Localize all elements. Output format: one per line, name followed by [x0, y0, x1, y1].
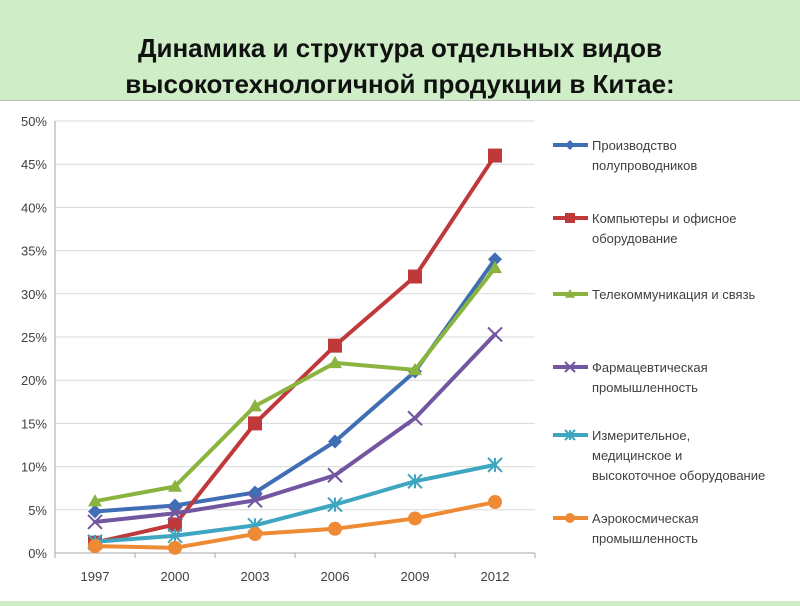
y-tick-label: 50% — [21, 114, 47, 129]
y-tick-label: 35% — [21, 244, 47, 259]
legend-label: полупроводников — [592, 158, 697, 173]
legend-label: Производство — [592, 138, 677, 153]
y-tick-label: 0% — [28, 546, 47, 561]
data-point — [168, 479, 182, 492]
data-point — [488, 148, 502, 163]
y-tick-label: 5% — [28, 503, 47, 518]
series-6 — [88, 495, 502, 555]
data-point — [248, 526, 262, 541]
legend-label: Измерительное, — [592, 428, 690, 443]
y-tick-label: 40% — [21, 200, 47, 215]
series-3 — [88, 260, 502, 507]
data-point — [407, 410, 423, 426]
data-point — [168, 540, 182, 555]
data-point — [408, 269, 422, 284]
legend-item: Компьютеры и офисное оборудование — [553, 211, 736, 246]
x-tick-label: 2009 — [401, 569, 430, 584]
x-tick-label: 2000 — [161, 569, 190, 584]
slide-title-line-2: высокотехнологичной продукции в Китае: — [125, 69, 675, 99]
data-point — [248, 416, 262, 431]
data-point — [328, 434, 342, 449]
y-tick-label: 25% — [21, 330, 47, 345]
slide-title-line-1: Динамика и структура отдельных видов — [137, 33, 663, 63]
legend-label: Телекоммуникация и связь — [592, 287, 756, 302]
data-point — [565, 289, 575, 298]
data-point — [564, 361, 576, 373]
data-point — [88, 504, 102, 519]
data-point — [327, 467, 343, 483]
legend-item: Аэрокосмическая промышленность — [553, 511, 699, 546]
series-5 — [87, 457, 503, 550]
data-point — [565, 140, 575, 150]
series-line — [93, 265, 497, 504]
data-point — [248, 399, 262, 412]
data-point — [167, 528, 183, 544]
data-point — [328, 338, 342, 353]
legend-label: Компьютеры и офисное — [592, 211, 736, 226]
data-point — [488, 495, 502, 510]
data-point — [328, 521, 342, 536]
legend-label: Аэрокосмическая — [592, 511, 699, 526]
x-tick-label: 1997 — [81, 569, 110, 584]
series-line — [93, 153, 497, 545]
data-point — [408, 511, 422, 526]
data-point — [328, 355, 342, 369]
y-tick-label: 20% — [21, 373, 47, 388]
x-tick-label: 2006 — [321, 569, 350, 584]
series-4 — [87, 326, 503, 530]
legend-item: Производство полупроводников — [553, 138, 697, 173]
data-point — [167, 505, 183, 521]
legend-label: промышленность — [592, 531, 698, 546]
legend-label: медицинское и — [592, 448, 682, 463]
data-point — [487, 457, 503, 473]
legend-item: Измерительное, медицинское и высокоточное … — [553, 428, 765, 483]
series-line — [93, 332, 497, 524]
data-point — [327, 496, 343, 513]
legend-label: оборудование — [592, 231, 678, 246]
x-tick-label: 2003 — [241, 569, 270, 584]
data-point — [565, 513, 575, 523]
data-point — [488, 252, 502, 267]
legend-label: промышленность — [592, 380, 698, 395]
y-tick-label: 45% — [21, 157, 47, 172]
legend: Производство полупроводников Компьютеры и … — [553, 138, 765, 546]
data-point — [87, 514, 103, 530]
legend-label: высокоточное оборудование — [592, 468, 765, 483]
y-tick-label: 10% — [21, 460, 47, 475]
chart-panel: 0% 5% 10% 15% 20% 25% 30% 35% 40% 45% 50% 1997 2000 2… — [0, 100, 800, 601]
slide-title: Динамика и структура отдельных видов выс… — [0, 30, 800, 102]
line-chart: 0% 5% 10% 15% 20% 25% 30% 35% 40% 45% 50% 1997 2000 2… — [21, 114, 765, 584]
data-point — [407, 473, 423, 489]
data-point — [168, 498, 182, 513]
series-group — [87, 148, 503, 555]
data-point — [88, 539, 102, 554]
axes: 0% 5% 10% 15% 20% 25% 30% 35% 40% 45% 50% 1997 2000 2… — [21, 114, 536, 584]
legend-item: Фармацевтическая промышленность — [553, 360, 708, 395]
y-tick-label: 15% — [21, 416, 47, 431]
x-tick-label: 2012 — [481, 569, 510, 584]
data-point — [88, 494, 102, 507]
legend-label: Фармацевтическая — [592, 360, 708, 375]
data-point — [487, 326, 503, 343]
data-point — [564, 429, 576, 441]
legend-item: Телекоммуникация и связь — [553, 287, 756, 302]
series-line — [93, 462, 497, 544]
y-tick-label: 30% — [21, 287, 47, 302]
data-point — [247, 492, 263, 509]
data-point — [408, 362, 422, 376]
data-point — [168, 517, 182, 532]
data-point — [565, 213, 575, 223]
series-line — [93, 500, 497, 550]
data-point — [488, 260, 502, 274]
